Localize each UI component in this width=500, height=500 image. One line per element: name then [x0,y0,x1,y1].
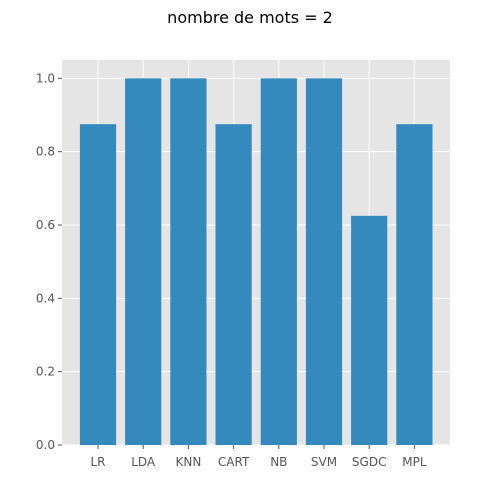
y-tick-label: 1.0 [36,71,55,85]
y-tick-label: 0.4 [36,291,55,305]
x-tick-label-lda: LDA [131,455,156,469]
y-tick-label: 0.6 [36,218,55,232]
y-tick-label: 0.8 [36,145,55,159]
bar-knn [170,78,207,445]
bar-nb [260,78,297,445]
bars [79,78,433,446]
bar-mpl [396,124,433,446]
bar-sgdc [351,215,388,445]
y-axis-ticks: 0.0 0.2 0.4 0.6 0.8 1.0 [36,71,62,452]
chart-title: nombre de mots = 2 [167,8,333,27]
bar-lr [79,124,117,446]
plot-area [62,60,450,445]
x-tick-label-cart: CART [218,455,250,469]
x-tick-label-nb: NB [270,455,287,469]
x-tick-label-knn: KNN [175,455,201,469]
bar-svm [305,78,343,445]
y-tick-label: 0.2 [36,365,55,379]
x-tick-label-sgdc: SGDC [352,455,387,469]
x-tick-label-mpl: MPL [402,455,427,469]
x-tick-label-lr: LR [90,455,105,469]
x-axis-ticks: LR LDA KNN CART NB SVM SGDC MPL [90,445,427,469]
bar-lda [125,78,162,445]
x-tick-label-svm: SVM [311,455,337,469]
y-tick-label: 0.0 [36,438,55,452]
bar-cart [215,124,252,446]
